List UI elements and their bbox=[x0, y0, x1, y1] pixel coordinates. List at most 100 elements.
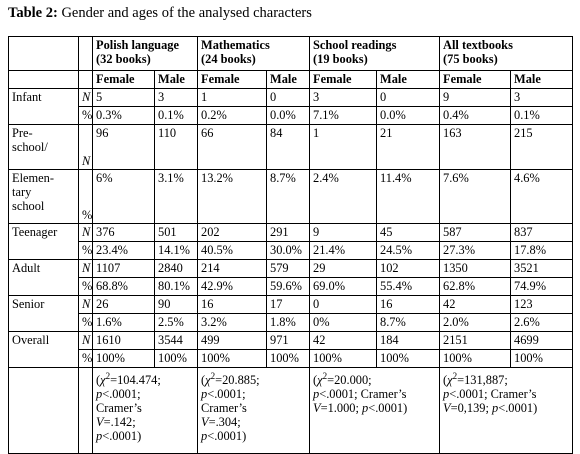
cell: 100% bbox=[265, 349, 311, 368]
table-row: Adult N 1107 2840 214 579 29 102 1350 35… bbox=[8, 259, 574, 296]
data-table: Polish language (32 books) Mathematics (24… bbox=[8, 36, 574, 454]
table-row: % 0.3% 0.1% 0.2% 0.0% 7.1% 0.0% 0.4% 0.1… bbox=[9, 106, 574, 125]
cell: 2.4% bbox=[309, 169, 378, 224]
cell: 163 bbox=[439, 124, 512, 170]
header-female: Female bbox=[197, 70, 267, 89]
cell: 2151 bbox=[439, 331, 512, 350]
header-male: Male bbox=[376, 70, 441, 89]
cell: 0% bbox=[309, 313, 378, 332]
cell: 4699 bbox=[510, 331, 574, 350]
cell: 100% bbox=[309, 349, 378, 368]
header-empty bbox=[8, 36, 79, 71]
cell: 9 bbox=[439, 88, 512, 107]
cell: 66 bbox=[197, 124, 267, 170]
cell: 971 bbox=[265, 331, 311, 350]
cell: 2.6% bbox=[510, 313, 574, 332]
cell: 499 bbox=[197, 331, 267, 350]
header-male: Male bbox=[154, 70, 198, 89]
cell: 27.3% bbox=[439, 241, 512, 260]
cell: 17 bbox=[265, 295, 311, 314]
cell: 11.4% bbox=[376, 169, 441, 224]
cell: 8.7% bbox=[376, 313, 441, 332]
count-mark: N bbox=[78, 124, 93, 170]
stats-cell: (χ2=131,887; p<.0001; Cramer’s V=0,139; p<… bbox=[439, 367, 574, 454]
cell: 3 bbox=[154, 88, 198, 107]
cell: 102 bbox=[376, 259, 441, 278]
cell: 80.1% bbox=[154, 277, 198, 296]
cell: 2840 bbox=[154, 259, 198, 278]
count-mark: N bbox=[78, 88, 93, 107]
cell: 0.4% bbox=[439, 106, 512, 125]
cell: 7.6% bbox=[439, 169, 512, 224]
stats-cell: (χ2=20.885; p<.0001; Cramer’s V=.304; p<.000… bbox=[196, 367, 311, 454]
cell: 17.8% bbox=[510, 241, 574, 260]
cell: 579 bbox=[265, 259, 311, 278]
cell: 3544 bbox=[154, 331, 198, 350]
cell: 62.8% bbox=[439, 277, 512, 296]
percent-mark: % bbox=[78, 349, 93, 368]
cell: 0.3% bbox=[92, 106, 155, 125]
cell: 42.9% bbox=[197, 277, 267, 296]
table-row: Teenager N 376 501 202 291 9 45 587 837 bbox=[8, 223, 574, 260]
table-row: Elemen-tary school % 6% 3.1% 13.2% 8.7% 2… bbox=[8, 169, 574, 224]
table-row: % 23.4% 14.1% 40.5% 30.0% 21.4% 24.5% 27… bbox=[9, 241, 574, 260]
cell: 16 bbox=[197, 295, 267, 314]
row-label: Infant bbox=[8, 88, 79, 125]
cell: 587 bbox=[439, 223, 512, 242]
cell: 110 bbox=[154, 124, 198, 170]
cell: 69.0% bbox=[309, 277, 378, 296]
header-male: Male bbox=[265, 70, 311, 89]
cell: 30.0% bbox=[265, 241, 311, 260]
cell: 8.7% bbox=[265, 169, 311, 224]
caption-label: Table 2: bbox=[8, 5, 58, 21]
row-label: Pre-school/ bbox=[8, 124, 79, 170]
header-male: Male bbox=[510, 70, 574, 89]
cell: 184 bbox=[376, 331, 441, 350]
count-mark: N bbox=[78, 223, 93, 242]
cell: 837 bbox=[510, 223, 574, 242]
table-caption: Table 2: Gender and ages of the analysed… bbox=[8, 4, 312, 22]
cell: 0 bbox=[265, 88, 311, 107]
cell: 0 bbox=[376, 88, 441, 107]
header-group: All textbooks (75 books) bbox=[439, 36, 574, 71]
cell: 9 bbox=[309, 223, 378, 242]
row-label: Overall bbox=[8, 331, 79, 368]
cell: 3.2% bbox=[197, 313, 267, 332]
cell: 96 bbox=[92, 124, 155, 170]
cell: 0.0% bbox=[376, 106, 441, 125]
header-group: School readings (19 books) bbox=[309, 36, 441, 71]
cell: 90 bbox=[154, 295, 198, 314]
percent-mark: % bbox=[78, 241, 93, 260]
table-row: % 100% 100% 100% 100% 100% 100% 100% 100… bbox=[9, 349, 574, 368]
row-label: Senior bbox=[8, 295, 79, 332]
cell: 123 bbox=[510, 295, 574, 314]
cell: 6% bbox=[92, 169, 155, 224]
table-row: Pre-school/ N 96 110 66 84 1 21 163 215 bbox=[8, 124, 574, 170]
cell: 100% bbox=[439, 349, 512, 368]
caption-text: Gender and ages of the analysed characte… bbox=[57, 5, 312, 21]
cell: 42 bbox=[309, 331, 378, 350]
cell: 291 bbox=[265, 223, 311, 242]
cell: 376 bbox=[92, 223, 155, 242]
cell: 0 bbox=[309, 295, 378, 314]
cell: 3 bbox=[309, 88, 378, 107]
cell: 215 bbox=[510, 124, 574, 170]
table-row: % 1.6% 2.5% 3.2% 1.8% 0% 8.7% 2.0% 2.6% bbox=[9, 313, 574, 332]
percent-mark: % bbox=[78, 277, 93, 296]
row-label: Adult bbox=[8, 259, 79, 296]
header-group: Mathematics (24 books) bbox=[196, 36, 311, 71]
cell: 0.1% bbox=[510, 106, 574, 125]
stats-row: (χ2=104.474; p<.0001; Cramer’s V=.142; p<.00… bbox=[8, 367, 574, 454]
cell: 0.2% bbox=[197, 106, 267, 125]
cell: 1350 bbox=[439, 259, 512, 278]
cell: 2.0% bbox=[439, 313, 512, 332]
cell: 13.2% bbox=[197, 169, 267, 224]
cell: 26 bbox=[92, 295, 155, 314]
cell: 14.1% bbox=[154, 241, 198, 260]
cell: 16 bbox=[376, 295, 441, 314]
count-mark: N bbox=[78, 259, 93, 278]
cell: 214 bbox=[197, 259, 267, 278]
header-female: Female bbox=[439, 70, 512, 89]
cell: 45 bbox=[376, 223, 441, 242]
cell: 1.6% bbox=[92, 313, 155, 332]
